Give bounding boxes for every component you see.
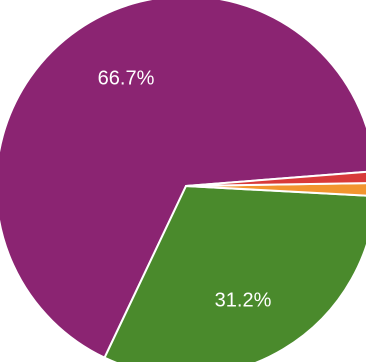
pie-slice-3 <box>185 170 366 187</box>
pie-data-labels: 66.7% 31.2% <box>98 67 272 311</box>
pie-slice-1 <box>103 185 366 362</box>
data-label-1: 31.2% <box>215 289 272 311</box>
data-label-0: 66.7% <box>98 67 155 89</box>
